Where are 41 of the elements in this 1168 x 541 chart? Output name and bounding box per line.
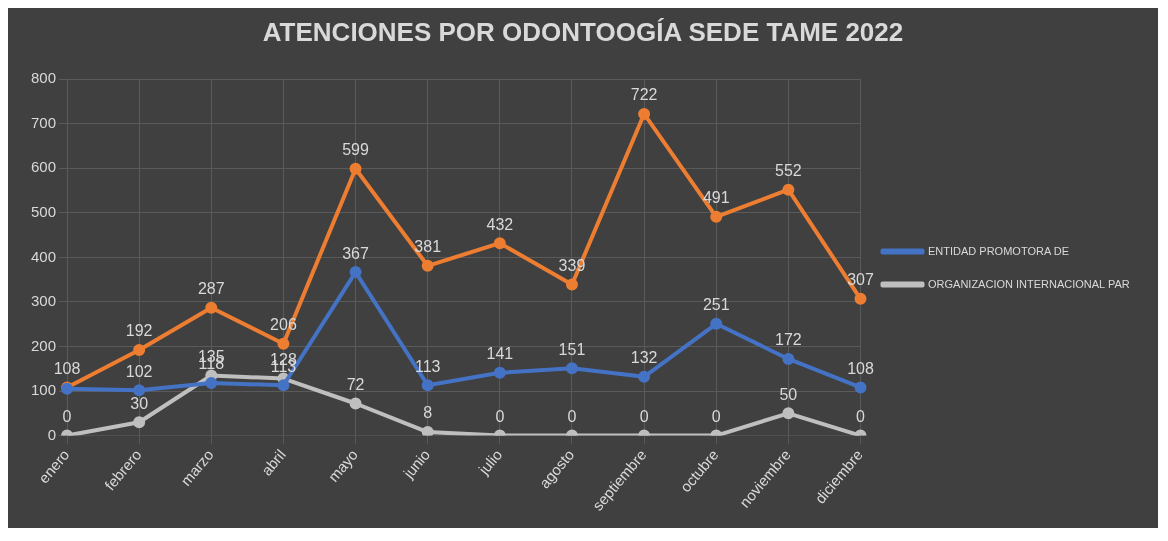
y-tick-label: 700: [31, 113, 57, 131]
data-label: 0: [62, 407, 72, 425]
data-label: 0: [639, 407, 649, 425]
y-tick-label: 300: [31, 292, 57, 310]
y-tick-label: 500: [31, 202, 57, 220]
chart-title: ATENCIONES POR ODONTOOGÍA SEDE TAME 2022: [262, 16, 904, 47]
data-label: 108: [847, 359, 874, 377]
y-tick-label: 600: [31, 158, 57, 176]
legend-label: ENTIDAD PROMOTORA DE: [928, 244, 1069, 257]
data-label: 113: [414, 357, 441, 375]
data-label: 132: [630, 349, 658, 367]
data-label: 30: [130, 394, 149, 412]
data-label: 552: [775, 162, 802, 180]
data-label: 172: [775, 331, 802, 349]
data-label: 381: [414, 238, 442, 256]
data-label: 287: [197, 280, 225, 298]
data-label: 251: [702, 296, 730, 314]
data-label: 0: [856, 407, 866, 425]
data-label: 722: [630, 86, 658, 104]
data-label: 141: [486, 345, 514, 363]
legend-label: ORGANIZACION INTERNACIONAL PAR: [928, 277, 1130, 290]
data-label: 0: [495, 407, 505, 425]
data-label: 102: [125, 362, 153, 380]
data-label: 367: [342, 244, 370, 262]
y-tick-label: 0: [47, 425, 57, 443]
data-label: 0: [567, 407, 577, 425]
data-label: 192: [125, 322, 153, 340]
data-label: 8: [423, 404, 433, 422]
y-tick-label: 200: [31, 336, 57, 354]
data-label: 151: [558, 340, 586, 358]
data-label: 108: [53, 359, 81, 377]
data-label: 307: [847, 271, 874, 289]
data-label: 0: [711, 407, 721, 425]
data-label: 432: [486, 215, 514, 233]
data-label: 491: [702, 189, 730, 207]
y-tick-label: 400: [31, 247, 57, 265]
data-label: 599: [342, 141, 370, 159]
data-label: 50: [779, 385, 798, 403]
y-tick-label: 100: [31, 381, 57, 399]
y-tick-label: 800: [31, 69, 57, 87]
data-label: 72: [346, 375, 365, 393]
